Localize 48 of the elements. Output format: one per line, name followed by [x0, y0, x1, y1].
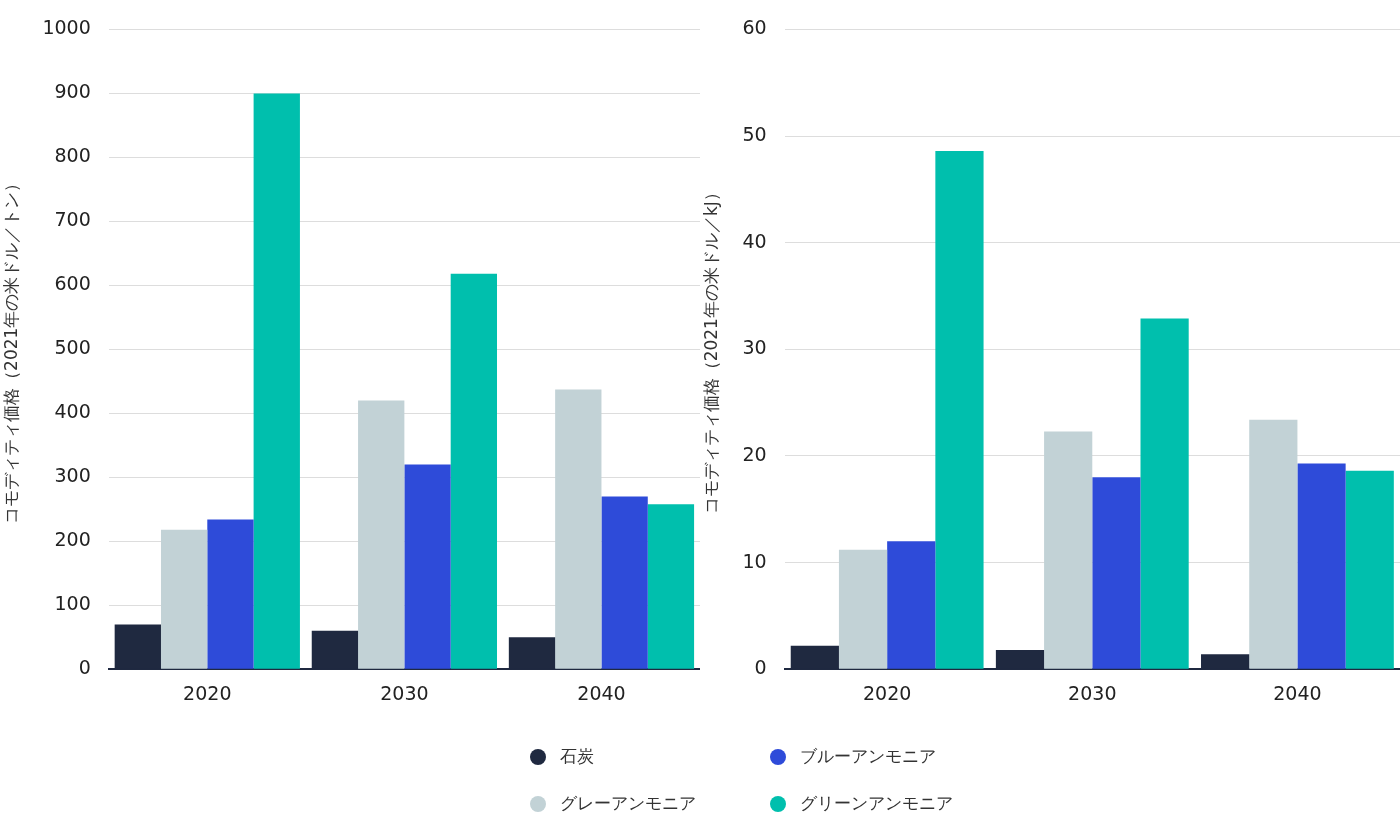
bar: [450, 273, 498, 669]
legend-label: ブルーアンモニア: [800, 745, 936, 768]
bar: [838, 549, 888, 669]
y-tick-label: 800: [54, 144, 91, 167]
bar: [1044, 431, 1093, 669]
bar: [358, 400, 405, 669]
x-tick-label: 2040: [577, 681, 626, 704]
y-tick-label: 20: [742, 442, 767, 465]
y-axis-title: コモディティ価格（2021年の米ドル／トン）: [0, 174, 21, 524]
y-tick-label: 60: [742, 16, 767, 39]
legend-label: グレーアンモニア: [560, 792, 696, 815]
bar: [1345, 470, 1394, 669]
legend-label: 石炭: [560, 745, 594, 768]
y-tick-label: 400: [54, 400, 91, 423]
x-tick-label: 2020: [183, 681, 232, 704]
x-tick-label: 2030: [1068, 681, 1117, 704]
bar: [935, 150, 984, 669]
y-tick-label: 1000: [42, 16, 91, 39]
bar: [601, 496, 648, 669]
x-tick-label: 2020: [862, 681, 912, 704]
x-tick-label: 2030: [380, 681, 429, 704]
bar: [1140, 318, 1189, 669]
x-tick-label: 2040: [1273, 681, 1322, 704]
y-tick-label: 50: [742, 122, 767, 145]
bar: [253, 93, 300, 669]
y-tick-label: 10: [742, 549, 767, 572]
bar: [647, 504, 695, 669]
y-tick-label: 200: [54, 528, 91, 551]
y-tick-label: 700: [54, 208, 91, 231]
bar: [1297, 463, 1346, 669]
y-axis-title: コモディティ価格（2021年の米ドル／kJ）: [700, 184, 721, 515]
y-tick-label: 100: [54, 592, 91, 615]
y-tick-label: 0: [754, 656, 767, 679]
legend-label: グリーンアンモニア: [800, 792, 953, 815]
bar: [1249, 419, 1298, 669]
bar: [1092, 477, 1141, 669]
bar: [404, 464, 451, 669]
y-tick-label: 500: [54, 336, 91, 359]
y-tick-label: 0: [78, 656, 91, 679]
y-tick-label: 40: [742, 229, 767, 252]
bar: [887, 541, 936, 669]
y-tick-label: 300: [54, 464, 91, 487]
y-tick-label: 900: [54, 80, 91, 103]
bar: [207, 519, 254, 669]
bar: [160, 529, 208, 669]
y-tick-label: 30: [742, 336, 767, 359]
y-tick-label: 600: [54, 272, 91, 295]
bar: [555, 389, 602, 669]
